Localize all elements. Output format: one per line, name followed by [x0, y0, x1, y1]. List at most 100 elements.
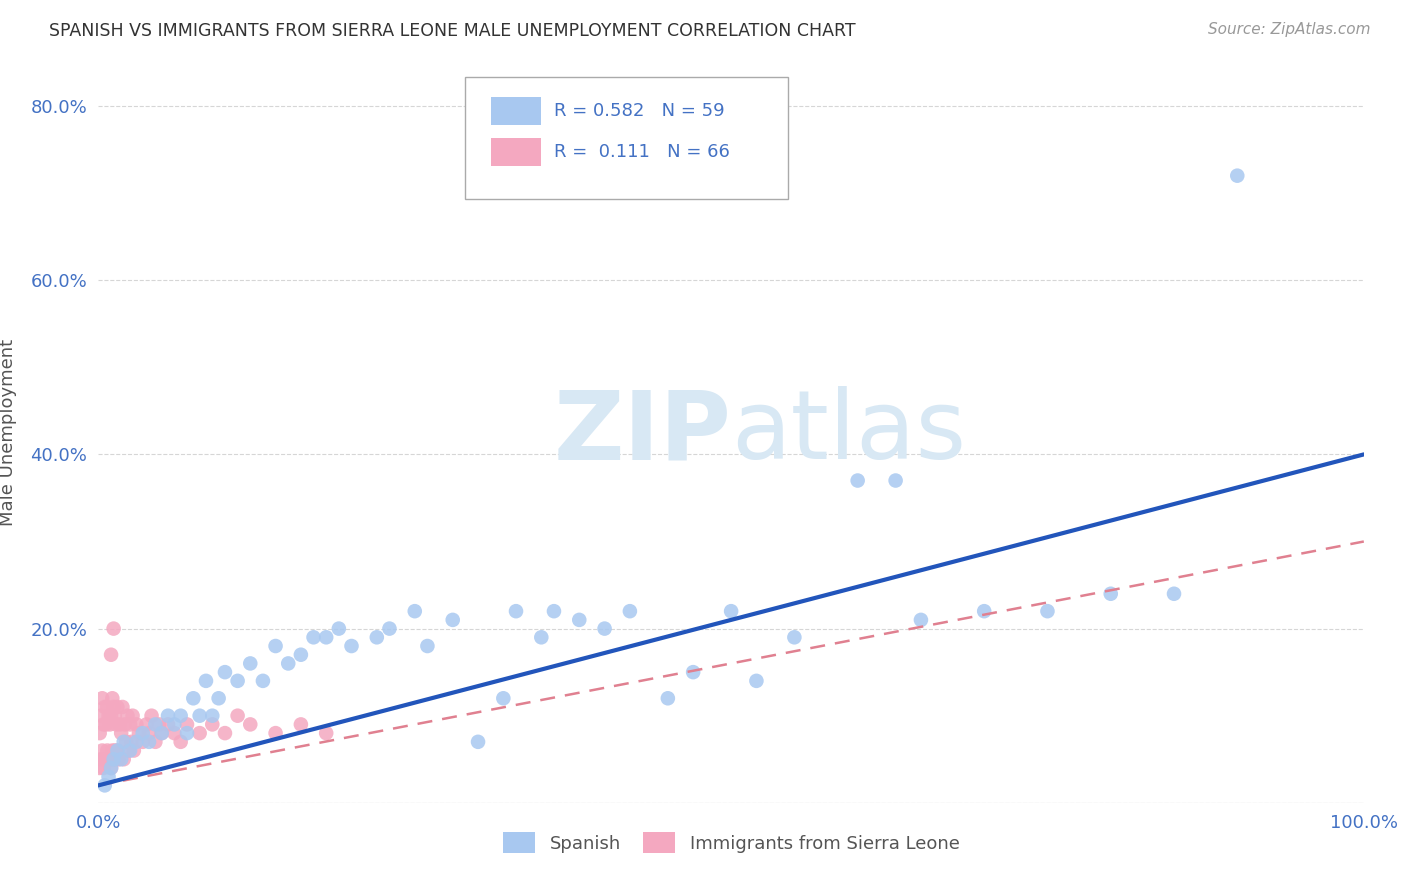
Point	[910, 613, 932, 627]
Point	[846, 474, 869, 488]
Point	[340, 639, 363, 653]
Point	[783, 630, 806, 644]
Point	[183, 691, 205, 706]
Text: atlas: atlas	[731, 386, 966, 479]
Point	[93, 717, 115, 731]
Point	[226, 673, 249, 688]
Point	[100, 648, 122, 662]
Point	[416, 639, 439, 653]
Point	[169, 708, 191, 723]
Point	[89, 761, 111, 775]
Point	[619, 604, 641, 618]
Point	[682, 665, 704, 680]
Point	[125, 735, 148, 749]
Point	[214, 726, 236, 740]
Point	[97, 752, 120, 766]
Point	[138, 735, 160, 749]
Point	[1163, 587, 1185, 601]
Point	[302, 630, 325, 644]
Text: R = 0.582   N = 59: R = 0.582 N = 59	[554, 103, 724, 120]
Point	[98, 752, 121, 766]
Point	[110, 752, 132, 766]
Point	[973, 604, 995, 618]
Point	[107, 700, 129, 714]
Point	[441, 613, 464, 627]
Point	[104, 708, 127, 723]
Point	[252, 673, 274, 688]
Point	[132, 735, 155, 749]
Point	[214, 665, 236, 680]
Text: Source: ZipAtlas.com: Source: ZipAtlas.com	[1208, 22, 1371, 37]
Bar	[491, 97, 541, 126]
Point	[90, 708, 112, 723]
Point	[366, 630, 388, 644]
Point	[290, 648, 312, 662]
Point	[315, 726, 337, 740]
Point	[884, 474, 907, 488]
Point	[101, 743, 124, 757]
Point	[111, 700, 134, 714]
Point	[1099, 587, 1122, 601]
Point	[378, 622, 401, 636]
Point	[315, 630, 337, 644]
Point	[328, 622, 350, 636]
Point	[226, 708, 249, 723]
Point	[125, 717, 148, 731]
Point	[467, 735, 489, 749]
Point	[91, 691, 114, 706]
Point	[101, 691, 124, 706]
Point	[150, 726, 173, 740]
Text: R =  0.111   N = 66: R = 0.111 N = 66	[554, 143, 730, 161]
Point	[107, 743, 129, 757]
Point	[108, 717, 131, 731]
Point	[104, 743, 127, 757]
Point	[120, 743, 141, 757]
Point	[169, 735, 191, 749]
Point	[93, 778, 117, 792]
Point	[593, 622, 616, 636]
Point	[145, 735, 166, 749]
Point	[93, 700, 117, 714]
Point	[100, 708, 122, 723]
Point	[105, 752, 128, 766]
Point	[201, 717, 224, 731]
Point	[568, 613, 591, 627]
Point	[277, 657, 299, 671]
Point	[98, 717, 121, 731]
Point	[93, 752, 117, 766]
Point	[201, 708, 224, 723]
Point	[90, 752, 112, 766]
Legend: Spanish, Immigrants from Sierra Leone: Spanish, Immigrants from Sierra Leone	[495, 825, 967, 861]
Point	[110, 726, 132, 740]
Point	[107, 743, 129, 757]
Point	[150, 726, 173, 740]
Point	[163, 717, 186, 731]
Point	[163, 726, 186, 740]
Point	[543, 604, 565, 618]
Point	[96, 743, 118, 757]
Point	[720, 604, 742, 618]
Point	[100, 761, 122, 775]
Point	[132, 726, 155, 740]
Point	[103, 752, 125, 766]
Point	[89, 726, 111, 740]
Point	[117, 708, 139, 723]
Point	[176, 717, 198, 731]
Point	[492, 691, 515, 706]
FancyBboxPatch shape	[465, 78, 787, 200]
Point	[105, 717, 128, 731]
Point	[157, 717, 180, 731]
Point	[148, 717, 170, 731]
Y-axis label: Male Unemployment: Male Unemployment	[0, 339, 17, 526]
Point	[1036, 604, 1059, 618]
Point	[239, 657, 262, 671]
Point	[120, 717, 141, 731]
Point	[188, 726, 211, 740]
Point	[103, 700, 125, 714]
Point	[115, 735, 138, 749]
Point	[188, 708, 211, 723]
Point	[120, 735, 142, 749]
Point	[290, 717, 312, 731]
Point	[122, 743, 145, 757]
Point	[91, 743, 114, 757]
